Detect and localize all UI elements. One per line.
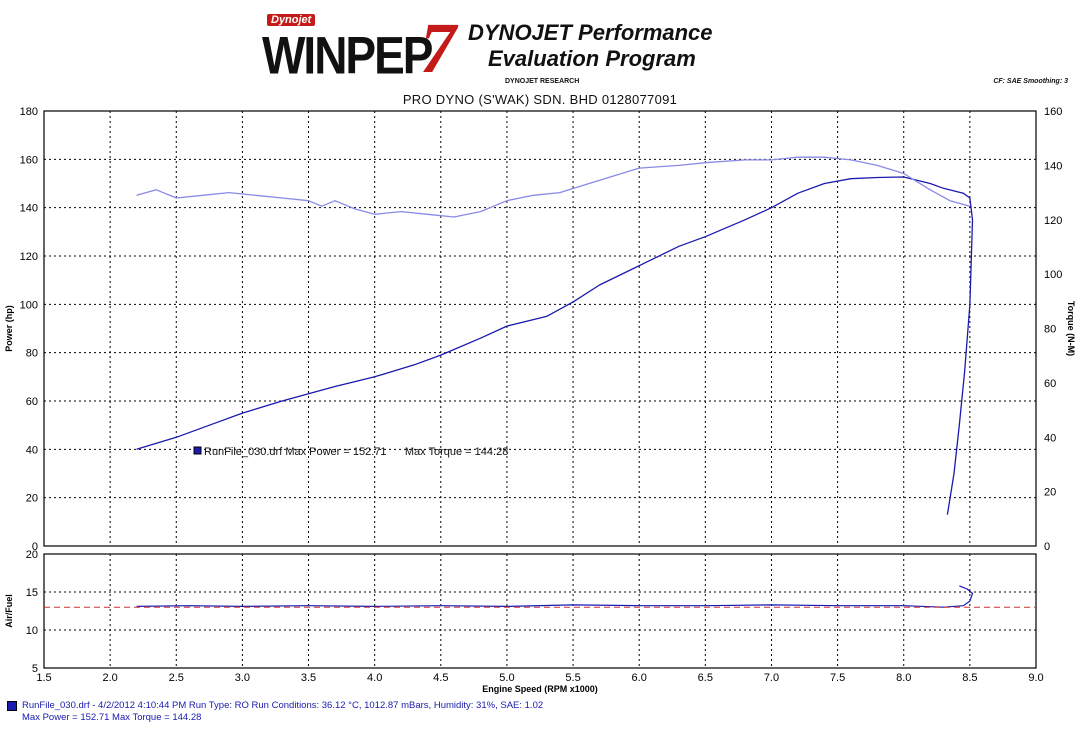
correction-factor-info: CF: SAE Smoothing: 3 [993,78,1068,85]
afr-plot-border [43,553,1037,669]
torque-tick-label: 80 [1044,324,1056,336]
program-title-line1: DYNOJET Performance [468,20,713,45]
power-tick-label: 140 [20,203,38,215]
power-tick-label: 0 [32,541,38,553]
torque-tick-label: 20 [1044,487,1056,499]
torque-tick-label: 40 [1044,432,1056,444]
rpm-tick-label: 5.5 [565,672,580,684]
torque-tick-label: 60 [1044,378,1056,390]
torque-tick-label: 0 [1044,541,1050,553]
shop-title: PRO DYNO (S'WAK) SDN. BHD 0128077091 [402,92,678,107]
rpm-tick-label: 4.0 [367,672,382,684]
rpm-tick-label: 5.0 [499,672,514,684]
rpm-tick-label: 4.5 [433,672,448,684]
torque-tick-label: 160 [1044,106,1062,118]
torque-axis-label: Torque (N-M) [1066,301,1076,356]
rpm-tick-label: 7.5 [830,672,845,684]
torque-series-line [136,156,971,218]
power-series-line [136,176,974,515]
afr-tick-label: 20 [26,549,38,561]
torque-tick-label: 100 [1044,269,1062,281]
power-torque-chart: 0 20 40 60 80 100 120 140 160 180 0 20 40 60 80 100 120 1… [4,106,1076,553]
power-tick-label: 160 [20,154,38,166]
rpm-tick-label: 2.5 [169,672,184,684]
rpm-tick-label: 8.0 [896,672,911,684]
dynojet-research-label: DYNOJET RESEARCH [505,78,580,85]
legend-text: RunFile_030.drf Max Power = 152.71 Max T… [204,446,509,458]
afr-tick-label: 5 [32,663,38,675]
rpm-tick-label: 2.0 [102,672,117,684]
afr-tick-label: 10 [26,625,38,637]
rpm-tick-label: 3.0 [235,672,250,684]
footer-run-info: RunFile_030.drf - 4/2/2012 4:10:44 PM Ru… [22,700,544,711]
rpm-tick-label: 1.5 [36,672,51,684]
main-plot-border [43,110,1037,547]
winpep-seven: 7 [420,8,456,88]
afr-series-line [136,585,974,608]
torque-tick-label: 120 [1044,215,1062,227]
rpm-tick-label: 6.0 [632,672,647,684]
torque-tick-label: 140 [1044,160,1062,172]
winpep-wordmark: WINPEP [262,25,433,85]
legend-marker [193,446,202,455]
power-tick-label: 60 [26,396,38,408]
air-fuel-chart: 1.5 2.0 2.5 3.0 3.5 4.0 4.5 5.0 5.5 6.0 6.5 7.0 7.5 8… [4,549,1044,694]
rpm-tick-label: 6.5 [698,672,713,684]
afr-axis-label: Air/Fuel [4,594,14,628]
rpm-tick-label: 3.5 [301,672,316,684]
rpm-axis-label: Engine Speed (RPM x1000) [482,684,598,694]
dynojet-mini-logo: Dynojet [267,14,316,26]
rpm-tick-label: 9.0 [1028,672,1043,684]
afr-tick-label: 15 [26,587,38,599]
rpm-tick-label: 7.0 [764,672,779,684]
power-tick-label: 120 [20,251,38,263]
footer-run-marker [7,701,17,711]
power-tick-label: 100 [20,299,38,311]
rpm-tick-label: 8.5 [962,672,977,684]
power-tick-label: 20 [26,493,38,505]
power-tick-label: 40 [26,444,38,456]
program-title-line2: Evaluation Program [488,46,696,71]
power-tick-label: 80 [26,348,38,360]
winpep-logo: Dynojet WINPEP 7 DYNOJET Performance Eva… [262,12,742,92]
power-axis-label: Power (hp) [4,305,14,352]
footer-max-values: Max Power = 152.71 Max Torque = 144.28 [22,712,202,723]
power-tick-label: 180 [20,106,38,118]
